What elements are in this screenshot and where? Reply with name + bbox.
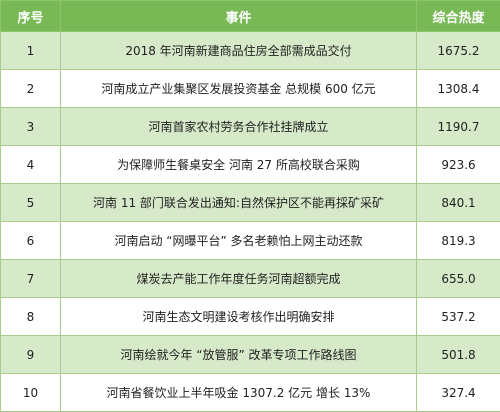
row-event: 河南生态文明建设考核作出明确安排 (61, 298, 417, 336)
row-event: 2018 年河南新建商品住房全部需成品交付 (61, 32, 417, 70)
row-event: 河南绘就今年 “放管服” 改革专项工作路线图 (61, 336, 417, 374)
row-heat: 1308.4 (417, 70, 500, 108)
table-row: 5 河南 11 部门联合发出通知:自然保护区不能再採矿采矿 840.1 (1, 184, 500, 222)
table-row: 9 河南绘就今年 “放管服” 改革专项工作路线图 501.8 (1, 336, 500, 374)
row-index: 9 (1, 336, 61, 374)
header-heat: 综合热度 (417, 1, 500, 32)
row-event: 河南启动 “网曝平台” 多名老赖怕上网主动还款 (61, 222, 417, 260)
row-event: 河南省餐饮业上半年吸金 1307.2 亿元 增长 13% (61, 374, 417, 412)
table-row: 6 河南启动 “网曝平台” 多名老赖怕上网主动还款 819.3 (1, 222, 500, 260)
row-index: 10 (1, 374, 61, 412)
table-row: 1 2018 年河南新建商品住房全部需成品交付 1675.2 (1, 32, 500, 70)
row-index: 2 (1, 70, 61, 108)
row-heat: 923.6 (417, 146, 500, 184)
row-index: 8 (1, 298, 61, 336)
row-heat: 501.8 (417, 336, 500, 374)
row-event: 为保障师生餐桌安全 河南 27 所高校联合采购 (61, 146, 417, 184)
table-row: 2 河南成立产业集聚区发展投资基金 总规模 600 亿元 1308.4 (1, 70, 500, 108)
row-index: 1 (1, 32, 61, 70)
table-row: 7 煤炭去产能工作年度任务河南超额完成 655.0 (1, 260, 500, 298)
row-event: 河南 11 部门联合发出通知:自然保护区不能再採矿采矿 (61, 184, 417, 222)
row-index: 6 (1, 222, 61, 260)
table-header-row: 序号 事件 综合热度 (1, 1, 500, 32)
row-heat: 537.2 (417, 298, 500, 336)
row-heat: 840.1 (417, 184, 500, 222)
row-heat: 1190.7 (417, 108, 500, 146)
row-index: 3 (1, 108, 61, 146)
row-index: 5 (1, 184, 61, 222)
row-heat: 655.0 (417, 260, 500, 298)
row-index: 4 (1, 146, 61, 184)
table-row: 8 河南生态文明建设考核作出明确安排 537.2 (1, 298, 500, 336)
row-heat: 819.3 (417, 222, 500, 260)
row-heat: 1675.2 (417, 32, 500, 70)
row-event: 河南首家农村劳务合作社挂牌成立 (61, 108, 417, 146)
row-event: 河南成立产业集聚区发展投资基金 总规模 600 亿元 (61, 70, 417, 108)
row-heat: 327.4 (417, 374, 500, 412)
row-event: 煤炭去产能工作年度任务河南超额完成 (61, 260, 417, 298)
header-index: 序号 (1, 1, 61, 32)
table-row: 4 为保障师生餐桌安全 河南 27 所高校联合采购 923.6 (1, 146, 500, 184)
table-row: 10 河南省餐饮业上半年吸金 1307.2 亿元 增长 13% 327.4 (1, 374, 500, 412)
row-index: 7 (1, 260, 61, 298)
header-event: 事件 (61, 1, 417, 32)
table-row: 3 河南首家农村劳务合作社挂牌成立 1190.7 (1, 108, 500, 146)
